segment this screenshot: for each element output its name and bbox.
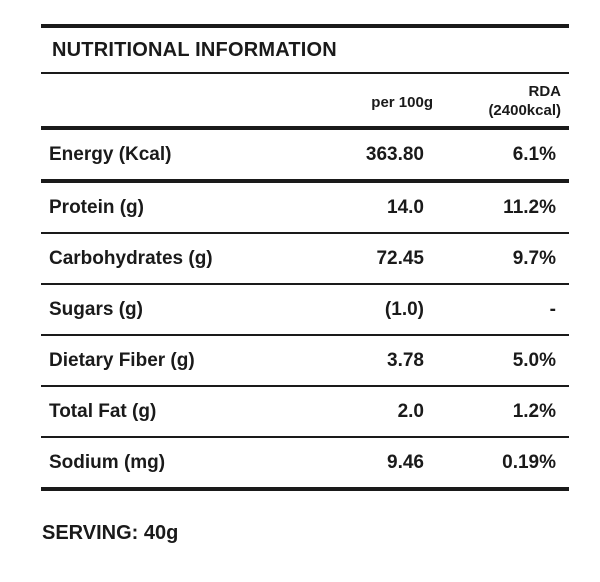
bottom-rule bbox=[41, 487, 569, 491]
row-per100g: 363.80 bbox=[365, 143, 424, 165]
row-rda: 9.7% bbox=[512, 247, 556, 269]
row-rda: 0.19% bbox=[502, 451, 556, 473]
row-rda: - bbox=[549, 298, 556, 320]
rda-header-line1: RDA bbox=[528, 83, 562, 100]
row-rda: 1.2% bbox=[512, 400, 556, 422]
row-label: Total Fat (g) bbox=[49, 400, 157, 422]
row-per100g: 9.46 bbox=[387, 451, 424, 473]
row-label: Energy (Kcal) bbox=[49, 143, 172, 165]
row-divider bbox=[41, 232, 569, 234]
rda-header-line2: (2400kcal) bbox=[488, 102, 561, 119]
nutrition-table: NUTRITIONAL INFORMATION per 100g RDA (24… bbox=[41, 24, 569, 491]
row-label: Sodium (mg) bbox=[49, 451, 166, 473]
row-divider bbox=[41, 334, 569, 336]
row-per100g: 14.0 bbox=[387, 196, 424, 218]
row-per100g: 72.45 bbox=[376, 247, 424, 269]
table-row: Sodium (mg) 9.46 0.19% bbox=[41, 438, 569, 487]
title-row: NUTRITIONAL INFORMATION bbox=[41, 28, 569, 72]
row-per100g: (1.0) bbox=[384, 298, 424, 320]
title-divider bbox=[41, 72, 569, 74]
row-label: Protein (g) bbox=[49, 196, 144, 218]
row-per100g: 2.0 bbox=[397, 400, 424, 422]
serving-size-text: SERVING: 40g bbox=[42, 522, 179, 544]
table-row: Energy (Kcal) 363.80 6.1% bbox=[41, 130, 569, 179]
row-rda: 6.1% bbox=[512, 143, 556, 165]
row-rda: 11.2% bbox=[503, 196, 556, 218]
table-row: Carbohydrates (g) 72.45 9.7% bbox=[41, 234, 569, 283]
table-row: Dietary Fiber (g) 3.78 5.0% bbox=[41, 336, 569, 385]
row-divider bbox=[41, 385, 569, 387]
top-rule bbox=[41, 24, 569, 28]
row-divider bbox=[41, 179, 569, 183]
header-divider bbox=[41, 126, 569, 130]
row-per100g: 3.78 bbox=[387, 349, 424, 371]
row-divider bbox=[41, 283, 569, 285]
table-row: Protein (g) 14.0 11.2% bbox=[41, 183, 569, 232]
row-divider bbox=[41, 436, 569, 438]
table-title: NUTRITIONAL INFORMATION bbox=[52, 38, 337, 61]
row-label: Carbohydrates (g) bbox=[49, 247, 213, 269]
table-row: Total Fat (g) 2.0 1.2% bbox=[41, 387, 569, 436]
row-rda: 5.0% bbox=[512, 349, 556, 371]
row-label: Dietary Fiber (g) bbox=[49, 349, 195, 371]
table-row: Sugars (g) (1.0) - bbox=[41, 285, 569, 334]
column-header-row: per 100g RDA (2400kcal) bbox=[41, 74, 569, 126]
per-100g-header: per 100g bbox=[371, 94, 433, 111]
row-label: Sugars (g) bbox=[49, 298, 143, 320]
rda-header: RDA (2400kcal) bbox=[488, 82, 561, 120]
